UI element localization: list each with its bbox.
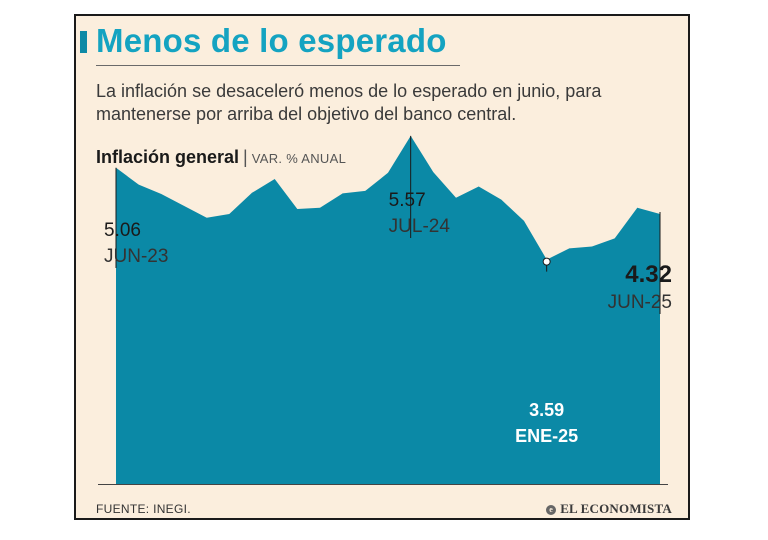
title-accent-bar	[80, 31, 87, 53]
annotation-jun-25: 4.32 JUN-25	[608, 212, 672, 314]
annotation-date: JUN-25	[608, 292, 672, 313]
annotation-jul-24: 5.57 JUL-24	[389, 135, 451, 238]
infographic-card: Menos de lo esperado La inflación se des…	[74, 14, 690, 520]
source-note: FUENTE: INEGI.	[96, 502, 191, 516]
annotation-value: 3.59	[529, 400, 564, 420]
annotation-jun-23: 5.06 JUN-23	[104, 167, 168, 268]
series-area	[116, 135, 660, 484]
annotation-date: JUL-24	[389, 216, 451, 237]
series-name: Inflación general	[96, 147, 240, 167]
annotation-value: 4.32	[625, 261, 672, 288]
annotation-date: JUN-23	[104, 246, 168, 267]
annotation-date: ENE-25	[515, 426, 578, 446]
series-separator: |	[243, 147, 248, 167]
annotation-marker	[542, 257, 551, 266]
title-underline	[96, 65, 460, 66]
brand-name: EL ECONOMISTA	[560, 501, 672, 516]
chart-title: Menos de lo esperado	[96, 22, 447, 59]
annotation-ene-25: 3.59 ENE-25	[515, 257, 578, 446]
chart-subtitle: La inflación se desaceleró menos de lo e…	[96, 81, 602, 124]
el-economista-logo-icon: e	[546, 505, 557, 515]
series-label: Inflación general | VAR. % ANUAL	[96, 147, 346, 168]
inflation-area-chart: 5.06 JUN-23 5.57 JUL-24 3.59 ENE-25 4.32 JUN-25	[98, 135, 672, 485]
annotation-value: 5.57	[389, 190, 426, 211]
annotation-value: 5.06	[104, 220, 141, 241]
brand-logo: e EL ECONOMISTA	[546, 501, 672, 517]
unit-label: VAR. % ANUAL	[251, 151, 347, 166]
